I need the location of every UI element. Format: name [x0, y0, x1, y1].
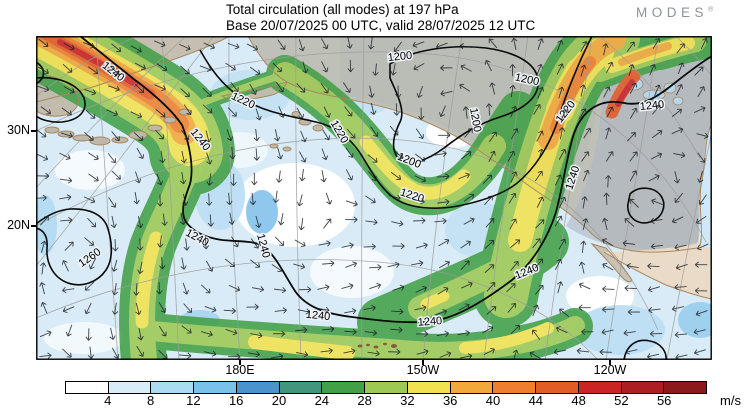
colorbar-segment — [492, 382, 536, 393]
colorbar-segment — [577, 382, 621, 393]
colorbar-segment — [107, 382, 151, 393]
colorbar-tick-label: 16 — [228, 393, 244, 408]
colorbar-segment — [150, 382, 194, 393]
y-axis-tick — [31, 225, 36, 227]
colorbar-tick-label: 28 — [357, 393, 372, 408]
chart-title: Total circulation (all modes) at 197 hPa — [226, 2, 459, 17]
y-axis-label-20n: 20N — [7, 218, 30, 232]
colorbar-tick-label: 52 — [614, 393, 629, 408]
colorbar-segment — [235, 382, 279, 393]
x-axis-tick — [422, 360, 424, 365]
colorbar-segment — [66, 382, 108, 393]
x-axis-tick — [609, 360, 611, 365]
colorbar-tick-label: 48 — [571, 393, 586, 408]
colorbar-segment — [364, 382, 407, 393]
x-axis-label-180e: 180E — [225, 363, 255, 377]
colorbar-segment — [620, 382, 664, 393]
chart-title-block: Total circulation (all modes) at 197 hPa… — [226, 2, 535, 34]
colorbar — [65, 381, 707, 394]
colorbar-segment — [663, 382, 707, 393]
colorbar-segment — [278, 382, 322, 393]
contour-label: 1200 — [387, 50, 413, 64]
contour-label: 1240 — [305, 309, 331, 323]
colorbar-tick-label: 8 — [146, 393, 155, 408]
y-axis-label-30n: 30N — [7, 123, 30, 137]
colorbar-tick-label: 36 — [442, 393, 458, 408]
colorbar-tick-label: 4 — [104, 393, 112, 408]
chart-subtitle: Base 20/07/2025 00 UTC, valid 28/07/2025… — [226, 18, 536, 33]
graticule-layer — [36, 36, 712, 360]
y-axis-tick — [31, 130, 36, 132]
colorbar-tick-label: 12 — [186, 393, 201, 408]
hawaii-islands — [357, 342, 397, 349]
wind-vector-arrows — [36, 36, 709, 360]
colorbar-unit-label: m/s — [720, 393, 741, 408]
contour-label: 1240 — [417, 315, 442, 329]
colorbar-tick-label: 40 — [485, 393, 501, 408]
colorbar-tick-label: 20 — [271, 393, 287, 408]
colorbar-segment — [406, 382, 450, 393]
colorbar-tick-label: 24 — [314, 393, 330, 408]
colorbar-segment — [535, 382, 578, 393]
map-border — [36, 36, 712, 360]
x-axis-label-150w: 150W — [406, 363, 440, 377]
x-axis-label-120w: 120W — [593, 363, 627, 377]
contour-label: 1240 — [639, 99, 665, 113]
registered-mark: ® — [708, 6, 714, 14]
modes-logo: MODES® — [636, 5, 714, 20]
colorbar-tick-label: 32 — [400, 393, 415, 408]
contour-label: 1200 — [467, 107, 483, 133]
colorbar-segment — [321, 382, 365, 393]
x-axis-tick — [239, 360, 241, 365]
colorbar-segment — [449, 382, 493, 393]
colorbar-tick-label: 56 — [656, 393, 672, 408]
colorbar-segment — [193, 382, 236, 393]
weather-map: 1240122012201240120012001200120012201220… — [36, 36, 712, 360]
colorbar-tick-label: 44 — [528, 393, 544, 408]
